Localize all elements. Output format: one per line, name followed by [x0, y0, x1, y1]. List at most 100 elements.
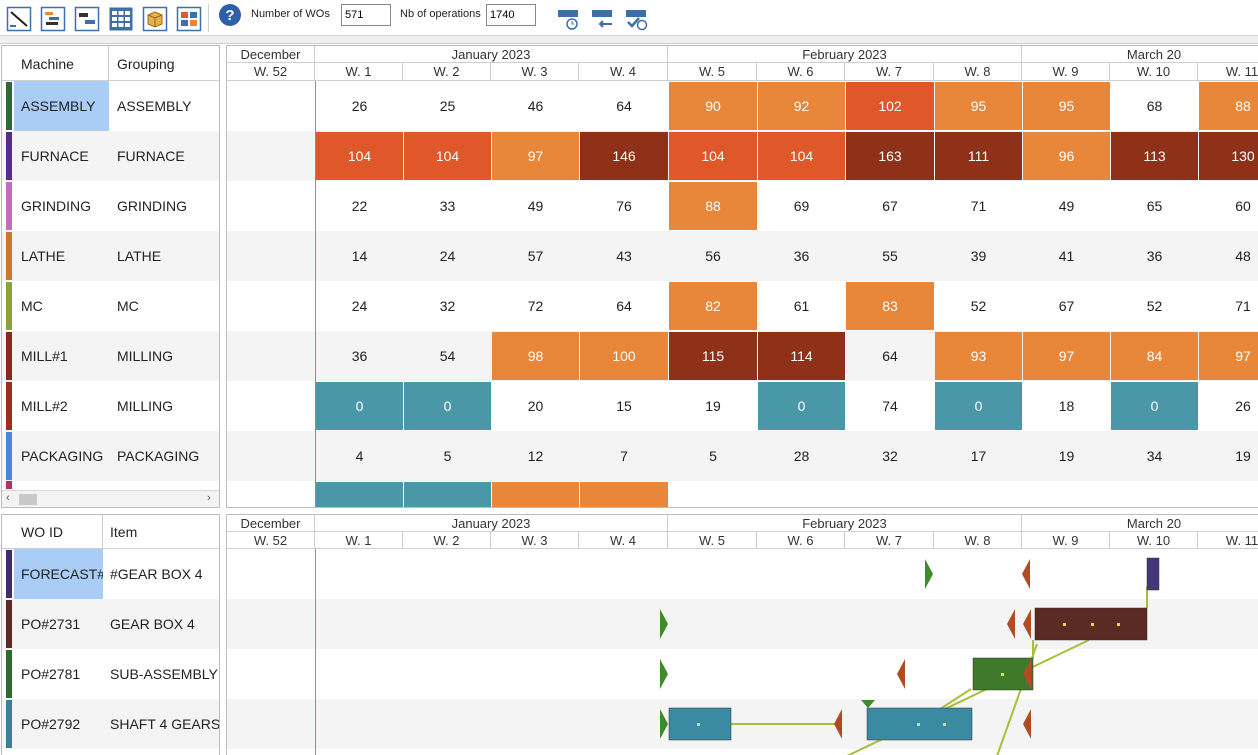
wo-id[interactable]: PO#2792 — [21, 716, 81, 732]
week-label[interactable]: W. 8 — [934, 532, 1022, 549]
week-label[interactable]: W. 5 — [668, 63, 757, 81]
week-label[interactable]: W. 6 — [757, 532, 845, 549]
load-cell[interactable]: 52 — [970, 298, 987, 314]
load-cell[interactable]: 46 — [527, 98, 544, 114]
load-cell[interactable]: 111 — [935, 132, 1022, 180]
load-cell[interactable]: 67 — [882, 198, 898, 214]
week-label[interactable]: W. 2 — [403, 63, 491, 81]
machine-name[interactable]: ASSEMBLY — [14, 81, 109, 131]
load-cell[interactable]: 76 — [616, 198, 632, 214]
load-cell[interactable]: 14 — [351, 248, 368, 264]
gantt-filter-icon[interactable] — [40, 6, 66, 32]
machine-name[interactable]: MILL#1 — [21, 348, 68, 364]
load-cell[interactable]: 97 — [1199, 332, 1258, 380]
load-cell[interactable]: 32 — [882, 448, 898, 464]
load-cell[interactable]: 32 — [439, 298, 456, 314]
load-cell[interactable] — [228, 232, 315, 280]
gantt-view-icon[interactable] — [74, 6, 100, 32]
help-icon[interactable]: ? — [218, 3, 242, 27]
line-tool-icon[interactable] — [6, 6, 32, 32]
machine-row[interactable]: MILL#1 MILLING — [2, 331, 219, 381]
load-cell[interactable] — [228, 432, 315, 480]
week-label[interactable]: W. 1 — [315, 532, 403, 549]
load-cell[interactable]: 65 — [1146, 198, 1163, 214]
week-label[interactable]: W. 3 — [491, 532, 579, 549]
load-cell[interactable]: 19 — [705, 398, 721, 414]
machine-column-header[interactable]: Machine — [14, 46, 109, 81]
load-cell[interactable]: 97 — [1023, 332, 1110, 380]
load-cell[interactable]: 130 — [1199, 132, 1258, 180]
scroll-left-icon[interactable]: ‹ — [6, 492, 10, 504]
load-cell[interactable]: 68 — [1146, 98, 1163, 114]
machine-name[interactable]: MILL#2 — [21, 398, 68, 414]
load-cell[interactable]: 97 — [492, 132, 579, 180]
load-cell[interactable]: 25 — [439, 98, 456, 114]
load-cell[interactable]: 54 — [439, 348, 456, 364]
load-cell[interactable]: 26 — [351, 98, 368, 114]
load-cell[interactable]: 72 — [527, 298, 544, 314]
load-cell[interactable]: 19 — [1235, 448, 1251, 464]
wo-id[interactable]: PO#2781 — [21, 666, 81, 682]
load-cell[interactable]: 90 — [669, 82, 757, 130]
load-cell[interactable]: 71 — [1235, 298, 1251, 314]
load-cell[interactable] — [580, 482, 668, 507]
week-label[interactable]: W. 9 — [1022, 532, 1110, 549]
load-cell[interactable]: 104 — [404, 132, 491, 180]
load-cell[interactable]: 39 — [970, 248, 987, 264]
load-cell[interactable]: 104 — [758, 132, 845, 180]
week-label[interactable]: W. 10 — [1110, 532, 1198, 549]
machine-row[interactable]: MILL#2 MILLING — [2, 381, 219, 431]
load-cell[interactable]: 55 — [882, 248, 898, 264]
load-cell[interactable]: 41 — [1058, 248, 1075, 264]
load-cell[interactable] — [228, 282, 315, 330]
machine-name[interactable]: GRINDING — [21, 198, 91, 214]
load-cell[interactable]: 28 — [793, 448, 810, 464]
load-cell[interactable]: 95 — [935, 82, 1022, 130]
week-label[interactable]: W. 10 — [1110, 63, 1198, 81]
week-label[interactable]: W. 8 — [934, 63, 1022, 81]
scroll-right-icon[interactable]: › — [207, 492, 211, 504]
load-cell[interactable] — [404, 482, 491, 507]
load-cell[interactable]: 48 — [1235, 248, 1251, 264]
week-label[interactable]: W. 6 — [757, 63, 845, 81]
schedule-forward-icon[interactable] — [556, 6, 582, 32]
validate-schedule-icon[interactable] — [624, 6, 650, 32]
load-cell[interactable]: 96 — [1023, 132, 1110, 180]
machine-row[interactable]: PACKAGING PACKAGING — [2, 431, 219, 481]
load-cell[interactable]: 49 — [1058, 198, 1075, 214]
load-cell[interactable]: 146 — [580, 132, 668, 180]
load-cell[interactable]: 100 — [580, 332, 668, 380]
schedule-backward-icon[interactable] — [590, 6, 616, 32]
week-label[interactable]: W. 4 — [579, 63, 668, 81]
wo-id[interactable]: FORECAST#3 — [14, 549, 103, 599]
nb-ops-field[interactable] — [486, 4, 536, 26]
load-cell[interactable]: 5 — [709, 448, 717, 464]
week-label[interactable]: W. 2 — [403, 532, 491, 549]
load-cell[interactable] — [228, 132, 315, 180]
week-label[interactable]: W. 52 — [227, 63, 315, 81]
load-cell[interactable]: 22 — [351, 198, 368, 214]
wo-row[interactable]: PO#2731 GEAR BOX 4 — [2, 599, 219, 649]
load-cell[interactable]: 12 — [527, 448, 544, 464]
grouping-column-header[interactable]: Grouping — [117, 55, 175, 72]
wo-id-column-header[interactable]: WO ID — [14, 515, 103, 549]
machine-row[interactable]: GRINDING GRINDING — [2, 181, 219, 231]
load-cell[interactable]: 18 — [1058, 398, 1075, 414]
load-cell[interactable]: 20 — [527, 398, 544, 414]
load-cell[interactable]: 88 — [1199, 82, 1258, 130]
load-cell[interactable] — [228, 332, 315, 380]
load-cell[interactable]: 92 — [758, 82, 845, 130]
operation-bar[interactable] — [1146, 557, 1160, 591]
load-cell[interactable]: 15 — [616, 398, 632, 414]
load-cell[interactable]: 83 — [846, 282, 934, 330]
load-cell[interactable]: 17 — [970, 448, 987, 464]
machine-name[interactable]: LATHE — [21, 248, 66, 264]
load-cell[interactable]: 104 — [669, 132, 757, 180]
load-cell[interactable]: 74 — [882, 398, 898, 414]
load-cell[interactable]: 82 — [669, 282, 757, 330]
load-cell[interactable]: 114 — [758, 332, 845, 380]
week-label[interactable]: W. 7 — [845, 532, 934, 549]
load-cell[interactable]: 0 — [758, 382, 845, 430]
load-cell[interactable]: 52 — [1146, 298, 1163, 314]
load-cell[interactable]: 115 — [669, 332, 757, 380]
